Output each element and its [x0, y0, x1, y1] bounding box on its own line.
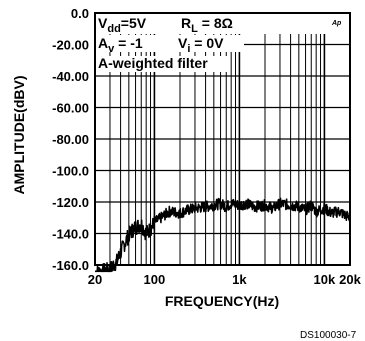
y-tick-label: -140.0	[52, 227, 89, 242]
y-tick-label: -100.0	[52, 164, 89, 179]
x-tick-label: 10k	[314, 272, 336, 287]
annotation-box-2	[96, 35, 244, 52]
annotation-vi: Vi = 0V	[178, 35, 224, 55]
annotation-filter: A-weighted filter	[98, 55, 208, 71]
series	[94, 197, 351, 273]
grid	[95, 13, 350, 265]
noise-floor-line	[94, 197, 351, 273]
y-tick-label: 0.0	[71, 6, 89, 21]
annotation-av: Av = -1	[98, 35, 143, 55]
annotation-logo: Ap	[331, 20, 342, 27]
y-tick-label: -20.00	[52, 38, 89, 53]
footer-code: DS100030-7	[300, 330, 357, 341]
y-tick-label: -60.00	[52, 101, 89, 116]
plot-frame	[94, 12, 351, 266]
annotation-box-3	[96, 56, 228, 72]
y-tick-label: -160.0	[52, 258, 89, 273]
y-axis-label: AMPLITUDE(dBV)	[11, 76, 27, 195]
y-tick-label: -120.0	[52, 195, 89, 210]
x-tick-label: 1k	[232, 272, 247, 287]
y-tick-label: -80.00	[52, 132, 89, 147]
x-axis-label: FREQUENCY(Hz)	[165, 293, 279, 309]
y-tick-label: -40.00	[52, 69, 89, 84]
x-tick-label: 20k	[339, 272, 361, 287]
annotation-vdd: Vdd=5V	[98, 15, 147, 35]
tick-labels: 0.0 -20.00 -40.00 -60.00 -80.00 -100.0 -120.0 -…	[52, 6, 361, 287]
x-tick-label: 100	[144, 272, 166, 287]
annotation-rl: RL = 8Ω	[181, 15, 233, 35]
x-tick-label: 20	[88, 272, 102, 287]
annotation-box-1	[96, 14, 340, 34]
